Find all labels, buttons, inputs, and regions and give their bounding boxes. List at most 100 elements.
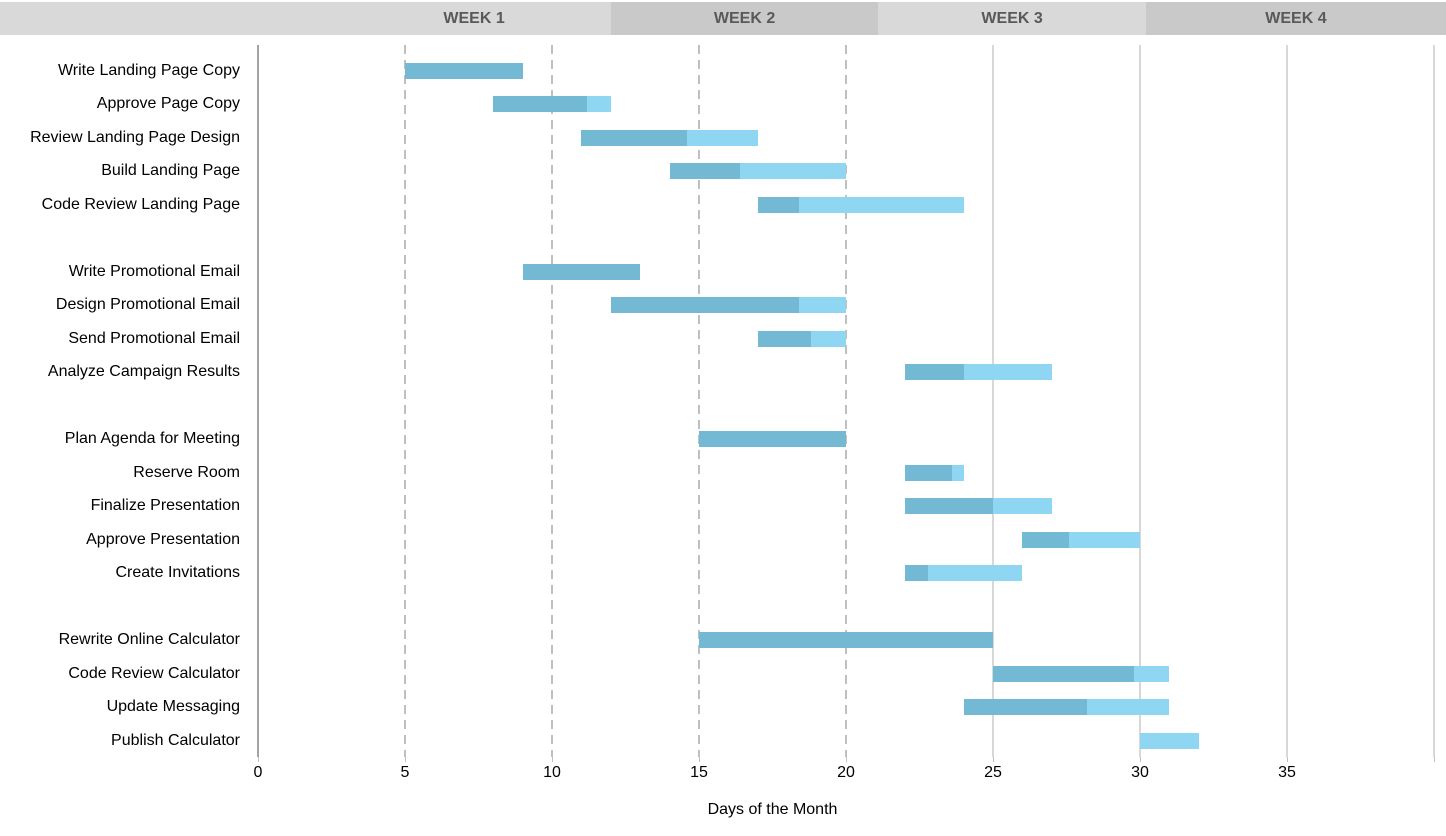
task-row: Plan Agenda for Meeting — [0, 423, 1446, 457]
gantt-bar-complete — [904, 364, 964, 381]
x-axis-tick — [1287, 757, 1288, 762]
week-header-segment: WEEK 3 — [878, 2, 1146, 35]
task-label: Plan Agenda for Meeting — [64, 430, 240, 448]
gantt-bar-remaining — [587, 96, 611, 113]
gantt-bar-remaining — [687, 129, 758, 146]
gridline-solid — [1286, 45, 1288, 757]
x-axis-tick — [699, 757, 700, 762]
week-header-segment: WEEK 4 — [1145, 2, 1446, 35]
week-header-segment: WEEK 1 — [337, 2, 611, 35]
gantt-bar-complete — [405, 62, 523, 79]
gridline-solid — [1139, 45, 1141, 757]
task-row: Rewrite Online Calculator — [0, 624, 1446, 658]
gridline-dashed — [845, 45, 847, 757]
gantt-bar-complete — [610, 297, 799, 314]
x-axis-tick — [258, 757, 259, 762]
gridline-dashed — [551, 45, 553, 757]
task-label: Approve Presentation — [86, 530, 240, 548]
task-label: Create Invitations — [115, 564, 240, 582]
week-header-label: WEEK 2 — [713, 9, 776, 27]
task-row: Code Review Landing Page — [0, 188, 1446, 222]
task-row: Write Landing Page Copy — [0, 54, 1446, 88]
task-row: Send Promotional Email — [0, 322, 1446, 356]
x-axis-tick — [405, 757, 406, 762]
x-axis-tick-label: 20 — [837, 764, 855, 781]
gantt-bar-remaining — [963, 364, 1052, 381]
gridline-dashed — [404, 45, 406, 757]
x-axis-title: Days of the Month — [707, 801, 838, 818]
x-axis-tick-label: 25 — [984, 764, 1002, 781]
gantt-bar-complete — [493, 96, 588, 113]
gantt-bar-complete — [522, 263, 641, 280]
task-label: Publish Calculator — [111, 731, 240, 749]
gantt-bar-remaining — [993, 498, 1052, 515]
gantt-bar-remaining — [798, 297, 846, 314]
gantt-bar-remaining — [740, 163, 846, 180]
task-row: Design Promotional Email — [0, 289, 1446, 323]
task-row: Review Landing Page Design — [0, 121, 1446, 155]
gantt-bar-complete — [757, 330, 811, 347]
task-row: Publish Calculator — [0, 724, 1446, 758]
x-axis-tick — [1434, 757, 1435, 762]
task-row: Analyze Campaign Results — [0, 356, 1446, 390]
gantt-bar-complete — [757, 196, 799, 213]
gantt-bar-remaining — [1087, 699, 1170, 716]
gantt-bar-remaining — [798, 196, 964, 213]
y-axis-line — [257, 45, 259, 757]
task-label: Send Promotional Email — [68, 329, 240, 347]
gantt-bar-remaining — [928, 565, 1023, 582]
task-label: Code Review Landing Page — [41, 195, 240, 213]
x-axis-tick-label: 15 — [690, 764, 708, 781]
task-row: Build Landing Page — [0, 155, 1446, 189]
gantt-bar-complete — [904, 464, 952, 481]
gantt-bar-complete — [699, 431, 846, 448]
task-label: Write Promotional Email — [68, 262, 240, 280]
gantt-bar-complete — [581, 129, 688, 146]
task-label: Design Promotional Email — [55, 296, 240, 314]
task-label: Rewrite Online Calculator — [58, 631, 240, 649]
task-row: Finalize Presentation — [0, 490, 1446, 524]
gantt-bar-remaining — [810, 330, 846, 347]
task-label: Reserve Room — [133, 463, 240, 481]
gantt-bar-complete — [904, 498, 993, 515]
week-header-label: WEEK 4 — [1265, 9, 1327, 27]
week-header-label: WEEK 1 — [443, 9, 505, 27]
task-row: Approve Page Copy — [0, 88, 1446, 122]
task-label: Analyze Campaign Results — [47, 363, 240, 381]
task-label: Build Landing Page — [101, 162, 240, 180]
task-label: Approve Page Copy — [96, 95, 240, 113]
task-label: Finalize Presentation — [90, 497, 240, 515]
task-label: Review Landing Page Design — [30, 128, 240, 146]
x-axis-tick-label: 5 — [400, 764, 410, 781]
gantt-bar-complete — [1022, 531, 1070, 548]
x-axis-tick-label: 30 — [1131, 764, 1149, 781]
task-label: Code Review Calculator — [68, 664, 240, 682]
gantt-bar-complete — [963, 699, 1088, 716]
task-row: Create Invitations — [0, 557, 1446, 591]
task-row: Code Review Calculator — [0, 657, 1446, 691]
gantt-bar-remaining — [1140, 732, 1199, 749]
x-axis-tick — [993, 757, 994, 762]
gantt-bar-complete — [669, 163, 741, 180]
task-label: Update Messaging — [106, 698, 240, 716]
x-axis-tick — [1140, 757, 1141, 762]
week-header-label: WEEK 3 — [981, 9, 1043, 27]
gridline-solid — [992, 45, 994, 757]
x-axis-tick-label: 0 — [253, 764, 263, 781]
x-axis-tick — [846, 757, 847, 762]
task-label: Write Landing Page Copy — [57, 61, 240, 79]
task-row: Approve Presentation — [0, 523, 1446, 557]
gantt-bar-remaining — [1134, 665, 1170, 682]
x-axis-tick-label: 10 — [543, 764, 561, 781]
gantt-bar-complete — [904, 565, 929, 582]
x-axis-tick-label: 35 — [1278, 764, 1296, 781]
gantt-bar-complete — [699, 632, 993, 649]
week-header-segment: WEEK 2 — [610, 2, 879, 35]
gantt-bar-remaining — [1069, 531, 1140, 548]
task-row: Update Messaging — [0, 691, 1446, 725]
gridline-solid — [1433, 45, 1435, 757]
gantt-bar-remaining — [951, 464, 964, 481]
week-header-band: WEEK 1 WEEK 2 WEEK 3 WEEK 4 — [0, 2, 1446, 35]
task-row: Write Promotional Email — [0, 255, 1446, 289]
